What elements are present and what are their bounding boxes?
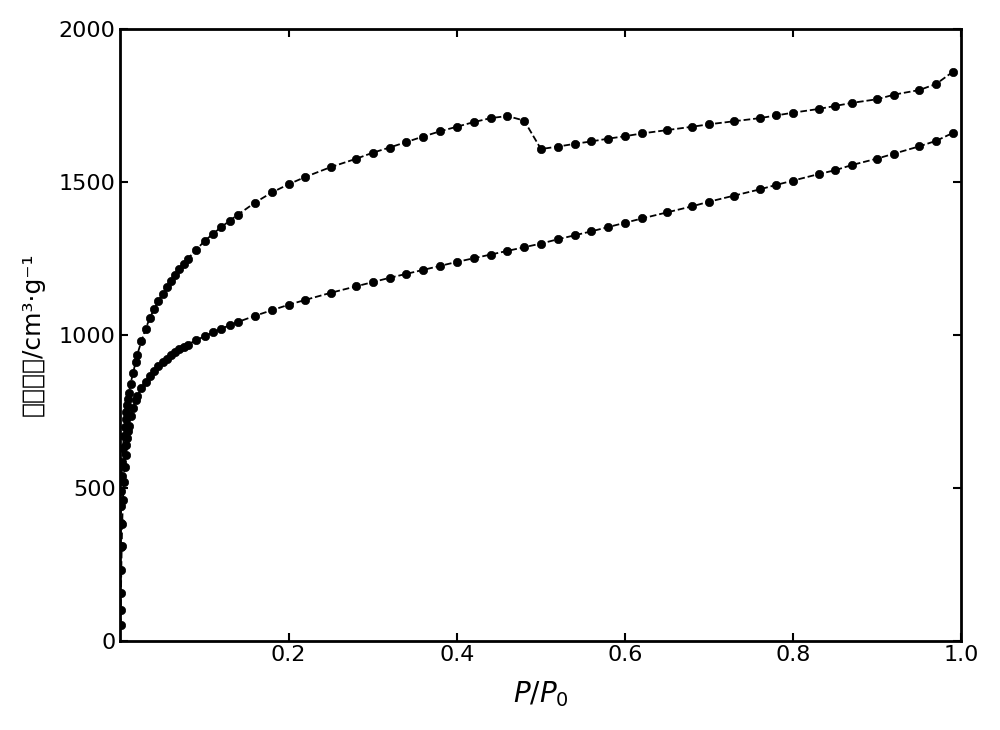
Y-axis label: 吸附孔容/cm³·g⁻¹: 吸附孔容/cm³·g⁻¹ — [21, 253, 45, 417]
X-axis label: $P/P_0$: $P/P_0$ — [513, 680, 569, 709]
